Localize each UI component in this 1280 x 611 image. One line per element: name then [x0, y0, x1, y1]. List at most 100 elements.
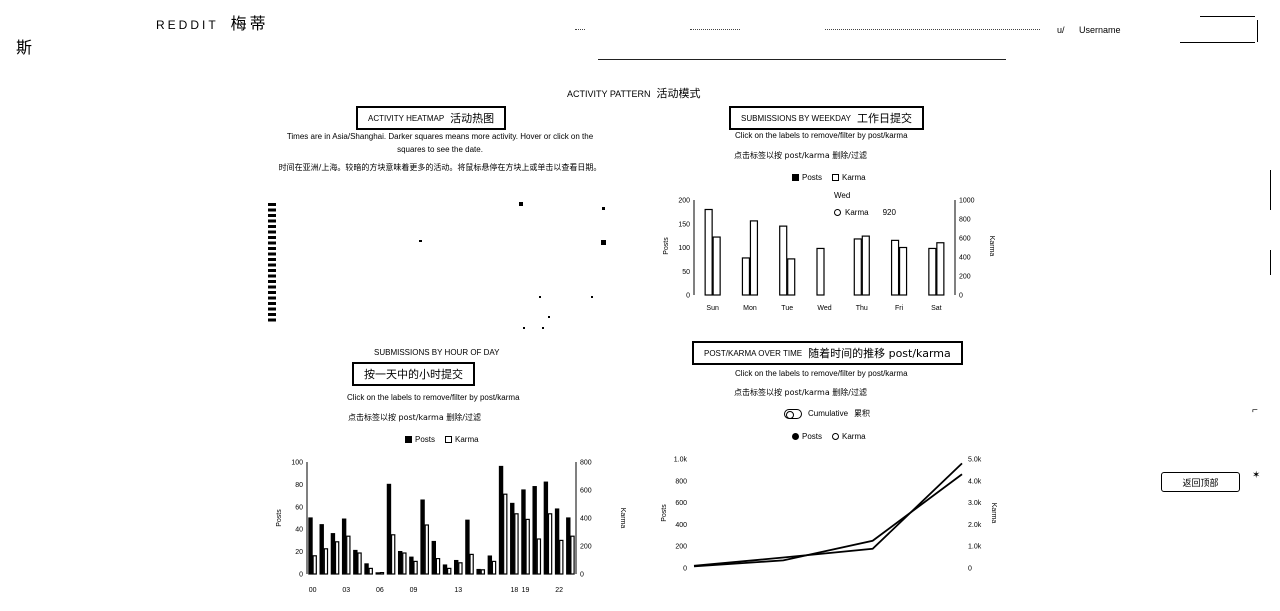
heatmap-row-label	[268, 208, 276, 212]
bar-karma	[861, 235, 870, 296]
x-tick-label: 19	[522, 587, 530, 594]
logo[interactable]: REDDIT 梅蒂	[156, 10, 269, 34]
scrollbar[interactable]	[1270, 170, 1271, 210]
y-tick-label: 150	[678, 221, 690, 228]
bar-posts	[554, 508, 560, 575]
heatmap-row-label	[268, 203, 276, 206]
legend-karma[interactable]: Karma	[832, 432, 866, 441]
bar-posts	[353, 549, 358, 575]
cat-icon[interactable]: ✶	[1252, 470, 1261, 481]
bar-karma	[312, 555, 317, 575]
bar-posts	[319, 524, 324, 575]
overtime-title: POST/KARMA OVER TIME 随着时间的推移 post/karma	[692, 341, 963, 365]
heatmap-cell	[601, 240, 606, 245]
user-menu[interactable]	[1150, 14, 1260, 44]
heatmap-cell	[542, 327, 544, 329]
x-tick-label: Fri	[895, 305, 904, 312]
weekday-description: Click on the labels to remove/filter by …	[735, 131, 908, 140]
y-tick-label: 800	[675, 478, 687, 485]
hourly-title: SUBMISSIONS BY HOUR OF DAY	[374, 348, 500, 357]
back-to-top-button[interactable]: 返回顶部	[1161, 472, 1240, 492]
y-tick-label: 600	[675, 500, 687, 507]
heatmap-cell	[519, 202, 523, 206]
heatmap-cell	[602, 207, 605, 210]
user-prefix: u/	[1057, 25, 1065, 35]
bar-posts	[465, 519, 470, 575]
legend-posts[interactable]: Posts	[792, 173, 822, 182]
y-tick-label: 600	[580, 488, 592, 495]
bar-karma	[536, 538, 542, 575]
username-link[interactable]: Username	[1079, 25, 1121, 35]
bar-posts	[341, 518, 347, 575]
heatmap-cell	[591, 296, 593, 298]
bar-karma	[491, 560, 497, 575]
heatmap-row-label	[268, 219, 276, 223]
heatmap-row-label	[268, 230, 276, 234]
legend-posts[interactable]: Posts	[405, 435, 435, 444]
heatmap-row-label	[268, 291, 276, 294]
heatmap-row-label	[268, 252, 276, 256]
toggle-switch[interactable]	[784, 408, 802, 419]
bar-karma	[379, 571, 385, 575]
heatmap-row-label	[268, 225, 276, 228]
y-tick-label: 1.0k	[968, 544, 982, 551]
heatmap-row-label	[268, 302, 276, 305]
legend-posts[interactable]: Posts	[792, 432, 822, 441]
bar-karma	[898, 246, 908, 296]
heatmap-row-label	[268, 318, 276, 322]
hourly-chart: 0 20 40 60 80 100 0 200 400 600 800 00 03 06 09 13 18 19 2…	[291, 460, 591, 595]
overtime-ylabel-left: Posts	[661, 504, 668, 522]
bar-posts	[386, 483, 392, 575]
bar-karma	[559, 539, 564, 575]
tooltip-day: Wed	[834, 191, 851, 200]
bar-karma	[749, 220, 759, 296]
bar-posts	[928, 247, 937, 296]
y-tick-label: 0	[299, 572, 303, 579]
tooltip-value: 920	[882, 208, 896, 217]
overtime-description: Click on the labels to remove/filter by …	[735, 369, 908, 378]
heatmap-description: Times are in Asia/Shanghai. Darker squar…	[286, 132, 594, 154]
logo-text: REDDIT	[156, 18, 219, 32]
bar-karma	[458, 562, 463, 575]
heatmap-row-label	[268, 269, 276, 272]
section-title: ACTIVITY PATTERN 活动模式	[567, 87, 701, 100]
x-tick-label: 03	[342, 587, 350, 594]
bar-posts	[510, 502, 515, 575]
y-tick-label: 40	[295, 527, 303, 534]
bar-karma	[402, 552, 407, 575]
y-tick-label: 1.0k	[674, 457, 688, 464]
weekday-title: SUBMISSIONS BY WEEKDAY 工作日提交	[729, 106, 924, 130]
x-tick-label: Mon	[743, 305, 757, 312]
heatmap-row-label	[268, 258, 276, 261]
x-tick-label: 09	[410, 587, 418, 594]
y-tick-label: 1000	[959, 198, 975, 205]
hourly-ylabel-left: Posts	[276, 509, 283, 527]
nav-divider	[825, 29, 1040, 30]
hourly-ylabel-right: Karma	[619, 508, 626, 529]
y-tick-label: 100	[678, 245, 690, 252]
cumulative-toggle[interactable]: Cumulative 累积	[784, 408, 870, 419]
line-karma	[693, 462, 963, 567]
heatmap-row-label	[268, 280, 276, 283]
hourly-description: Click on the labels to remove/filter by …	[347, 393, 520, 402]
heatmap-row-label	[268, 307, 276, 311]
hourly-title-zh: 按一天中的小时提交	[352, 362, 475, 386]
nav-underline	[598, 59, 1006, 60]
heatmap-row-label	[268, 214, 276, 217]
legend-karma[interactable]: Karma	[832, 173, 866, 182]
overtime-description-zh: 点击标签以按 post/karma 删除/过滤	[734, 388, 867, 397]
y-tick-label: 60	[295, 504, 303, 511]
y-tick-label: 800	[959, 217, 971, 224]
bar-posts	[532, 486, 537, 575]
y-tick-label: 200	[678, 198, 690, 205]
bar-karma	[503, 493, 508, 575]
bar-karma	[469, 553, 474, 575]
bar-posts	[890, 239, 900, 296]
x-tick-label: Thu	[856, 305, 868, 312]
bar-posts	[498, 465, 504, 575]
chat-icon[interactable]: ⌐	[1252, 405, 1258, 416]
weekday-ylabel-right: Karma	[988, 236, 995, 257]
y-tick-label: 4.0k	[968, 478, 982, 485]
legend-karma[interactable]: Karma	[445, 435, 479, 444]
side-character: 斯	[16, 38, 33, 57]
